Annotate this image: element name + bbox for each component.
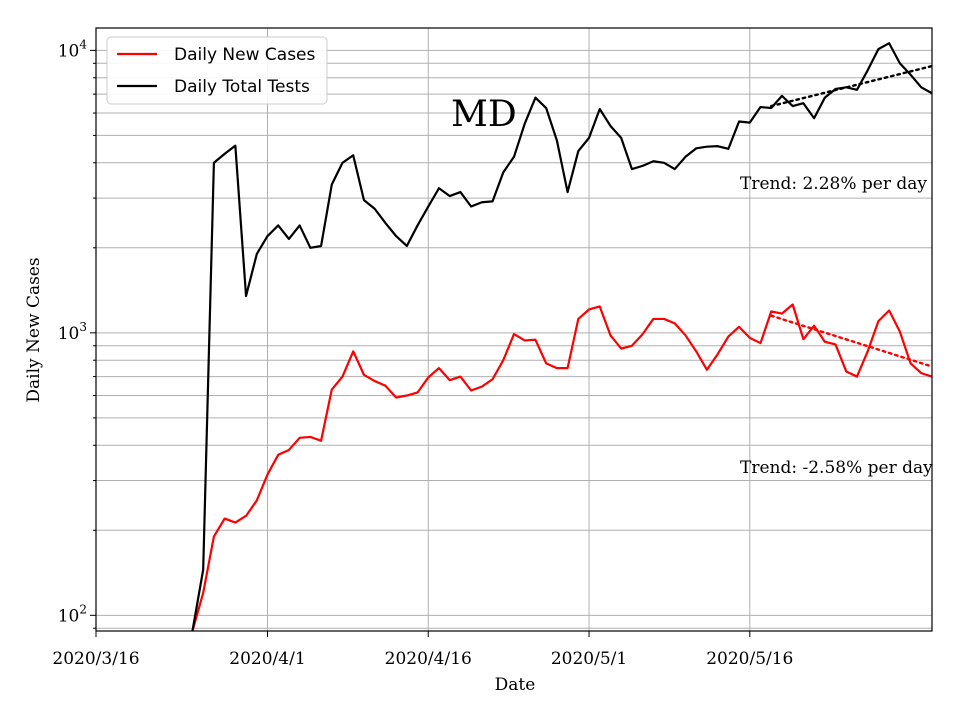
cases-trend-label: Trend: -2.58% per day xyxy=(740,458,933,478)
y-tick-label: 104 xyxy=(58,37,88,61)
series-line-daily-new-cases xyxy=(191,303,932,631)
legend-box xyxy=(106,36,328,105)
x-tick-label: 2020/5/1 xyxy=(551,649,627,669)
y-tick-label: 103 xyxy=(58,320,87,344)
x-tick-label: 2020/4/16 xyxy=(385,649,472,669)
tests-trend-label: Trend: 2.28% per day xyxy=(740,174,927,194)
series-line-daily-total-tests xyxy=(191,42,932,631)
grid xyxy=(95,28,932,631)
y-axis-label: Daily New Cases xyxy=(24,257,44,402)
x-tick-label: 2020/4/1 xyxy=(229,649,305,669)
tests-trend-line xyxy=(770,64,932,108)
ticks: 2020/3/16 2020/4/1 2020/4/16 2020/5/1 2020/5… xyxy=(52,37,793,669)
plot-frame xyxy=(95,27,933,632)
x-axis-label: Date xyxy=(495,675,536,695)
legend: Daily New Cases Daily Total Tests xyxy=(106,36,328,105)
chart-title: MD xyxy=(451,94,517,135)
y-tick-label: 102 xyxy=(58,602,87,626)
x-tick-label: 2020/3/16 xyxy=(52,649,139,669)
legend-label-tests: Daily Total Tests xyxy=(174,77,310,97)
series-layer xyxy=(191,42,932,631)
x-tick-label: 2020/5/16 xyxy=(706,649,793,669)
legend-label-cases: Daily New Cases xyxy=(174,45,316,65)
cases-trend-line xyxy=(770,314,932,368)
